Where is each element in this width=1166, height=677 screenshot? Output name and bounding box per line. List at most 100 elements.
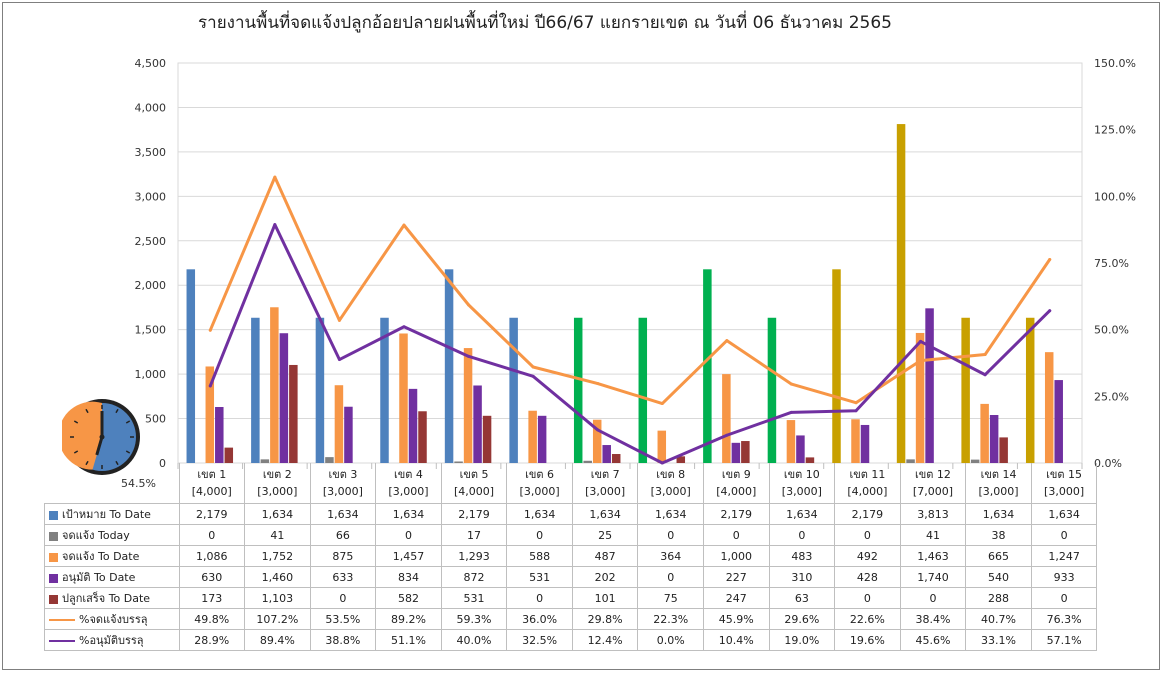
data-label: 75 [637,587,704,609]
data-label: 1,634 [768,503,836,525]
data-label: 0.0% [637,629,704,651]
category-name: เขต 2 [262,468,292,481]
series-point [273,175,277,179]
category-name: เขต 8 [656,468,686,481]
y2-tick-label: 125.0% [1094,124,1136,137]
x-tick-label: เขต 4 [3,000] [375,463,442,504]
legend-key [49,573,58,583]
data-label: 22.3% [637,608,704,630]
data-label: 0 [506,524,573,546]
legend-key [49,640,75,642]
category-name: เขต 7 [590,468,620,481]
data-label: 1,634 [375,503,442,525]
data-label: 2,179 [178,503,246,525]
y-tick-label: 3,000 [135,190,167,203]
bar [315,317,325,463]
series-point [402,223,406,227]
data-label: 0 [375,524,442,546]
data-label: 0 [834,587,901,609]
bar [741,441,750,463]
data-label: 45.9% [703,608,770,630]
clock-tick [115,408,119,414]
clock-tick [85,460,89,466]
x-tick-label: เขต 3 [3,000] [309,463,377,504]
data-label: 22.6% [834,608,901,630]
series-point [725,339,729,343]
data-label: 428 [834,566,901,588]
bar [915,332,925,463]
bar [657,430,667,463]
bar [509,317,518,463]
clock-tick [125,450,131,454]
bar [722,374,731,463]
data-label: 1,086 [178,545,246,567]
bar [444,269,454,463]
data-label: 1,634 [1030,503,1098,525]
series-name: ปลูกเสร็จ To Date [62,592,151,605]
clock-hour-hand [95,436,104,456]
bar [805,457,815,463]
data-label: 310 [768,566,836,588]
data-label: 40.7% [965,608,1032,630]
series-point [596,382,600,386]
bar [260,459,270,463]
legend-entry: %จดแจ้งบรรลุ [44,608,180,630]
category-target: [3,000] [388,485,429,498]
bar [676,456,686,463]
series-name: เป้าหมาย To Date [62,508,151,521]
bar [1044,352,1054,463]
data-label: 107.2% [244,608,311,630]
data-label: 0 [834,524,901,546]
data-label: 665 [965,545,1032,567]
x-tick-label: เขต 6 [3,000] [506,463,573,504]
x-tick-label: เขต 15 [3,000] [1030,463,1098,504]
y-tick-label: 1,500 [135,324,167,337]
series-point [789,382,793,386]
data-label: 101 [571,587,639,609]
category-target: [3,000] [322,485,363,498]
x-tick-label: เขต 14 [3,000] [965,463,1032,504]
bar [767,317,777,463]
data-label: 1,740 [899,566,967,588]
series-lines [208,175,1052,465]
category-name: เขต 12 [915,468,951,481]
legend-key [49,552,58,562]
y2-tick-label: 0.0% [1094,457,1122,470]
bar [961,317,970,463]
clock-tick [73,450,79,454]
series-name: จดแจ้ง Today [62,529,130,542]
table-row: เป้าหมาย To Date 2,179 1,634 1,634 1,634 2,17… [44,503,1098,525]
bar [380,317,389,463]
x-tick-label: เขต 5 [4,000] [440,463,508,504]
data-label: 875 [309,545,377,567]
series-point [1048,309,1052,313]
bars [186,124,1063,463]
data-label: 582 [375,587,442,609]
bar [592,419,602,463]
data-label: 0 [1030,524,1098,546]
x-tick-label: เขต 2 [3,000] [244,463,311,504]
data-label: 51.1% [375,629,442,651]
data-label: 63 [768,587,836,609]
y-tick-label: 4,000 [135,101,167,114]
data-label: 492 [834,545,901,567]
series-point [854,409,858,413]
category-target: [3,000] [519,485,560,498]
data-label: 2,179 [440,503,508,525]
clock-tick [73,420,79,424]
data-label: 17 [440,524,508,546]
x-tick-label: เขต 1 [4,000] [178,463,246,504]
data-label: 633 [309,566,377,588]
category-target: [3,000] [585,485,626,498]
y-tick-label: 500 [145,413,166,426]
series-point [854,401,858,405]
category-target: [3,000] [1044,485,1085,498]
legend-key [49,510,58,520]
series-line [208,175,1052,406]
data-label: 29.8% [571,608,639,630]
bar [573,317,583,463]
data-label: 53.5% [309,608,377,630]
data-label: 41 [244,524,311,546]
bar [832,269,841,463]
data-label: 0 [309,587,377,609]
